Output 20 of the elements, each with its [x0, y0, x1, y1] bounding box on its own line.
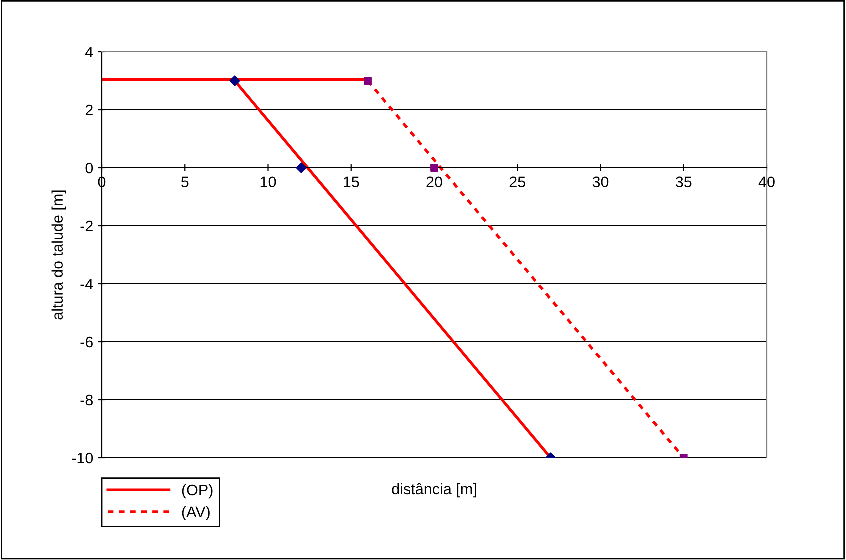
y-tick-label: -6 — [80, 336, 93, 348]
y-tick-label: -10 — [72, 452, 94, 464]
y-tick-label: -4 — [80, 279, 94, 290]
y-axis-title: altura do talude [m] — [52, 190, 66, 320]
x-tick-label: 20 — [426, 176, 442, 188]
y-tick-label: 0 — [86, 162, 94, 174]
legend-label: (OP) — [182, 484, 213, 499]
y-tick-label: 4 — [86, 47, 94, 58]
y-tick-label: -8 — [80, 394, 94, 406]
x-tick-label: 5 — [181, 176, 189, 188]
x-tick-label: 30 — [592, 176, 609, 188]
y-tick-label: 2 — [86, 104, 93, 116]
legend-label: (AV) — [182, 506, 210, 521]
x-axis-title: distância [m] — [392, 483, 476, 498]
x-tick-label: 40 — [758, 176, 775, 188]
x-tick-label: 35 — [676, 176, 692, 188]
y-tick-label: -2 — [80, 220, 93, 232]
x-tick-label: 25 — [510, 176, 526, 188]
x-tick-label: 10 — [260, 176, 276, 188]
x-tick-label: 15 — [344, 176, 360, 188]
